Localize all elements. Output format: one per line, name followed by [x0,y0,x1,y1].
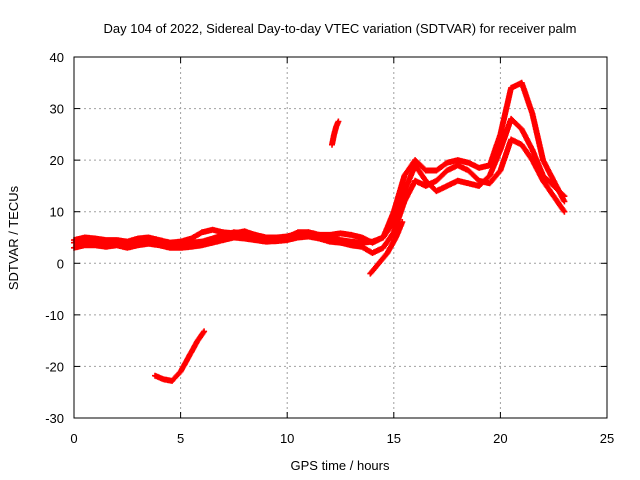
y-tick-label: -10 [45,308,64,323]
series-segment-mid [329,118,342,148]
x-tick-label: 0 [70,431,77,446]
x-tick-label: 20 [493,431,507,446]
data-points [71,79,568,384]
data-markers [329,118,342,148]
plot-frame [73,56,608,419]
data-markers [71,79,568,246]
data-markers [152,328,208,384]
x-tick-label: 25 [600,431,614,446]
series-band-c [71,79,568,246]
data-markers [367,219,406,277]
series-segment-rise [367,219,406,277]
y-tick-label: 40 [50,50,64,65]
y-tick-label: 10 [50,205,64,220]
x-axis-label: GPS time / hours [291,458,390,473]
y-tick-label: -30 [45,411,64,426]
y-tick-label: -20 [45,359,64,374]
y-axis-label: SDTVAR / TECUs [6,185,21,290]
x-tick-label: 10 [280,431,294,446]
ticks: 0 5 10 15 20 25 -30 -20 -10 0 10 20 30 40 [45,50,614,446]
y-tick-label: 20 [50,153,64,168]
grid [74,57,607,418]
series-segment-low [152,328,208,384]
y-tick-label: 30 [50,102,64,117]
y-tick-label: 0 [57,256,64,271]
chart-title: Day 104 of 2022, Sidereal Day-to-day VTE… [103,21,576,36]
x-tick-label: 5 [177,431,184,446]
x-tick-label: 15 [387,431,401,446]
